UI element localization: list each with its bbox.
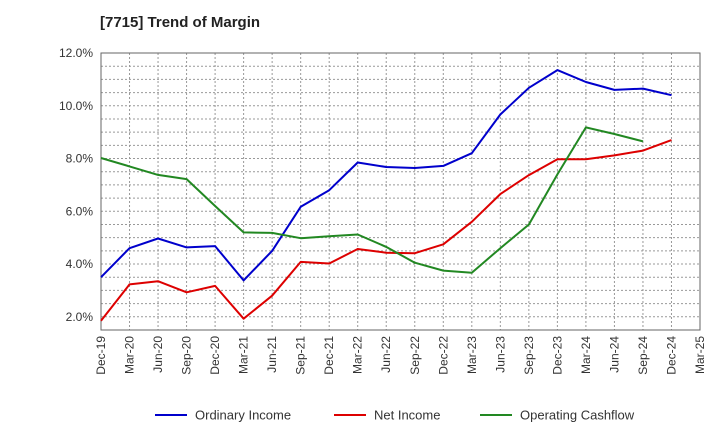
legend: Ordinary Income Net Income Operating Cashf… [155,408,635,423]
x-tick-label: Mar-21 [237,336,251,374]
y-tick-label: 8.0% [66,152,94,166]
y-tick-label: 6.0% [66,204,94,218]
y-tick-label: 4.0% [66,257,94,271]
y-tick-label: 12.0% [59,46,93,60]
x-tick-label: Sep-22 [408,336,422,375]
y-tick-label: 10.0% [59,99,93,113]
legend-label-net-income: Net Income [374,408,440,423]
x-tick-label: Dec-20 [208,336,222,375]
x-tick-label: Jun-21 [265,336,279,373]
chart-title: [7715] Trend of Margin [100,14,261,31]
series-layer [100,69,672,322]
x-tick-label: Dec-24 [664,336,678,375]
x-tick-label: Jun-22 [379,336,393,373]
x-tick-label: Mar-25 [693,336,707,374]
x-tick-label: Dec-22 [436,336,450,375]
y-axis-ticks: 2.0% 4.0% 6.0% 8.0% 10.0% 12.0% [59,46,93,324]
series-line-ordinary-income [100,69,672,282]
legend-label-operating-cashflow: Operating Cashflow [520,408,635,423]
x-tick-label: Mar-20 [123,336,137,374]
x-tick-label: Mar-24 [579,336,593,374]
x-tick-label: Jun-20 [151,336,165,373]
x-tick-label: Sep-21 [294,336,308,375]
x-tick-label: Jun-23 [493,336,507,373]
x-tick-label: Mar-23 [465,336,479,374]
x-tick-label: Dec-23 [550,336,564,375]
x-tick-label: Jun-24 [607,336,621,373]
y-tick-label: 2.0% [66,310,94,324]
x-axis-ticks: Dec-19 Mar-20 Jun-20 Sep-20 Dec-20 Mar-21 Jun-… [94,336,707,375]
x-tick-label: Sep-24 [636,336,650,375]
x-tick-label: Sep-23 [522,336,536,375]
x-tick-label: Mar-22 [351,336,365,374]
series-line-net-income [100,139,672,322]
plot-frame [100,52,701,331]
x-tick-label: Dec-21 [322,336,336,375]
x-tick-label: Dec-19 [94,336,108,375]
legend-label-ordinary-income: Ordinary Income [195,408,291,423]
grid-layer [101,53,700,331]
series-line-operating-cashflow [100,126,644,274]
x-tick-label: Sep-20 [180,336,194,375]
